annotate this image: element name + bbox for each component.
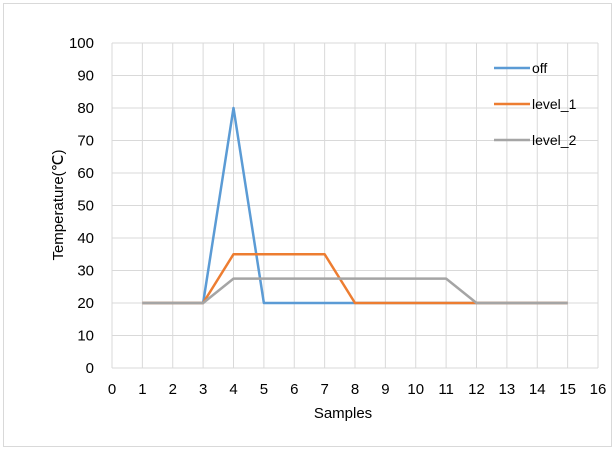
x-tick-label: 13 (499, 381, 516, 398)
x-axis-title: Samples (314, 405, 372, 422)
x-tick-label: 14 (529, 381, 546, 398)
legend: off level_1 level_2 (494, 60, 577, 148)
series-lines (142, 106, 568, 305)
y-tick-label: 80 (77, 100, 94, 117)
y-tick-label: 50 (77, 198, 94, 215)
x-tick-label: 16 (590, 381, 607, 398)
x-tick-label: 0 (108, 381, 116, 398)
x-tick-label: 2 (169, 381, 177, 398)
y-tick-label: 0 (86, 360, 94, 377)
y-axis: 0 10 20 30 40 50 60 70 80 90 100 (69, 35, 94, 377)
x-tick-label: 1 (138, 381, 146, 398)
x-tick-label: 5 (260, 381, 268, 398)
y-tick-label: 40 (77, 230, 94, 247)
legend-label: off (532, 60, 547, 76)
chart-area (3, 3, 612, 447)
y-tick-label: 10 (77, 328, 94, 345)
gridlines (111, 42, 599, 369)
legend-label: level_2 (532, 132, 577, 148)
legend-label: level_1 (532, 96, 577, 112)
x-tick-label: 7 (320, 381, 328, 398)
x-tick-label: 4 (229, 381, 237, 398)
x-tick-label: 9 (381, 381, 389, 398)
x-tick-label: 12 (468, 381, 485, 398)
y-tick-label: 70 (77, 133, 94, 150)
y-tick-label: 20 (77, 295, 94, 312)
y-tick-label: 90 (77, 68, 94, 85)
x-tick-label: 8 (351, 381, 359, 398)
x-tick-label: 11 (438, 381, 454, 398)
y-axis-title: Temperature(℃) (50, 149, 67, 260)
x-tick-label: 3 (199, 381, 207, 398)
x-tick-label: 10 (407, 381, 424, 398)
y-tick-label: 60 (77, 165, 94, 182)
y-tick-label: 30 (77, 263, 94, 280)
x-tick-label: 15 (559, 381, 576, 398)
x-tick-label: 6 (290, 381, 298, 398)
y-tick-label: 100 (69, 35, 94, 52)
x-axis: 0 1 2 3 4 5 6 7 8 9 10 11 12 13 14 15 16 (108, 381, 607, 398)
series-line-level-2 (142, 277, 568, 305)
